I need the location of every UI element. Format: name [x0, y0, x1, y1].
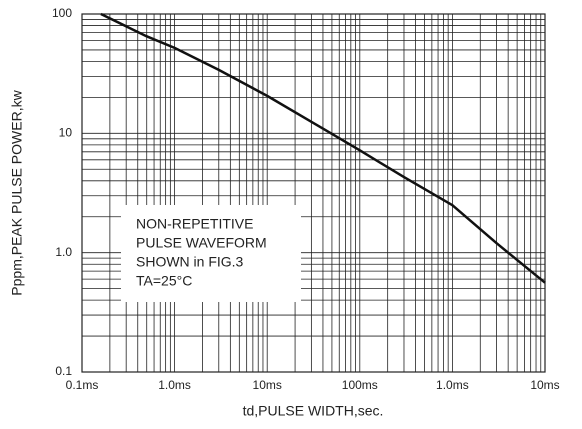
annotation-line: NON-REPETITIVE	[136, 216, 253, 232]
x-tick-label: 1.0ms	[158, 378, 191, 392]
x-tick-label: 100ms	[342, 378, 378, 392]
y-tick-label: 0.1	[55, 364, 72, 378]
data-line	[100, 12, 546, 284]
annotation-line: PULSE WAVEFORM	[136, 235, 267, 251]
x-tick-label: 1.0ms	[436, 378, 469, 392]
x-tick-label: 0.1ms	[66, 378, 99, 392]
annotation-line: TA=25°C	[136, 273, 192, 289]
y-tick-label: 1.0	[55, 245, 72, 259]
y-tick-label: 100	[52, 6, 72, 20]
x-tick-label: 10ms	[253, 378, 282, 392]
x-axis-title: td,PULSE WIDTH,sec.	[243, 403, 384, 419]
x-tick-label: 10ms	[530, 378, 559, 392]
plot-frame	[81, 13, 546, 373]
annotation-box	[121, 205, 301, 302]
y-axis-title: Pppm,PEAK PULSE POWER,kw	[9, 89, 25, 295]
annotation-line: SHOWN in FIG.3	[136, 254, 244, 270]
y-tick-label: 10	[59, 126, 73, 140]
